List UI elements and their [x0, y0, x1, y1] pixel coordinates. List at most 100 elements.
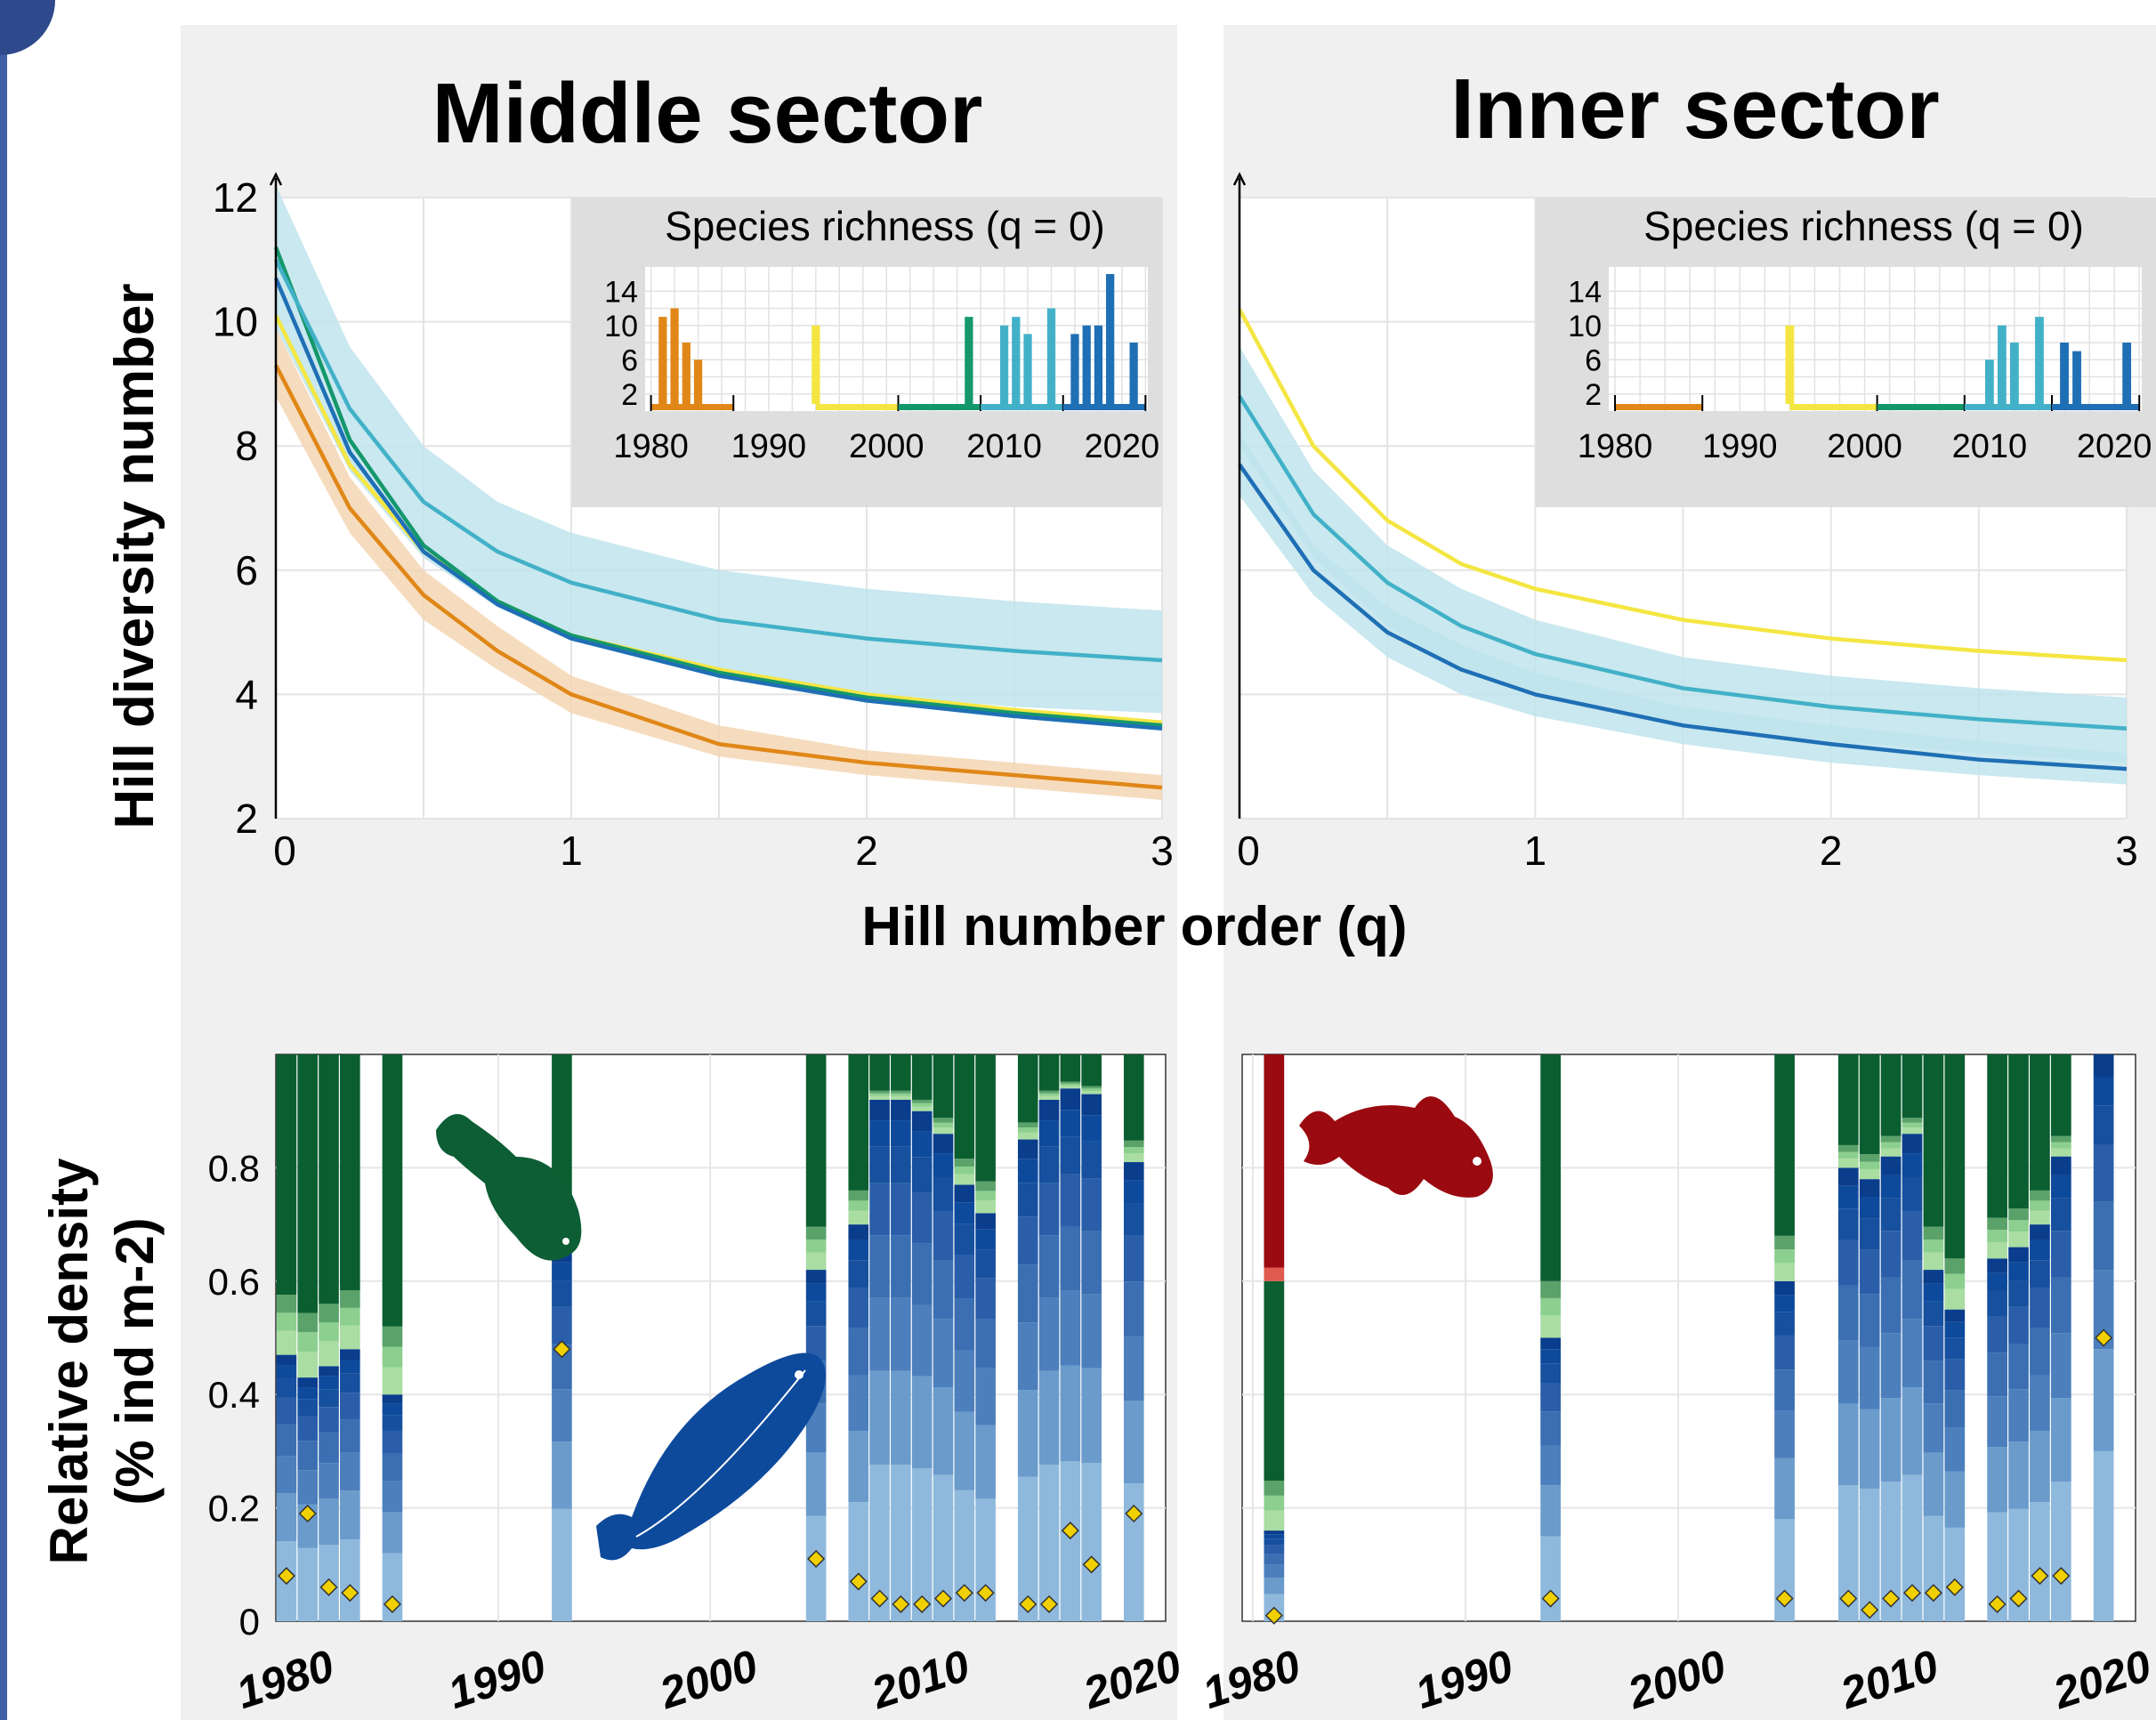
stack-segment-blue: [1038, 1297, 1060, 1371]
stack-segment-blue: [911, 1192, 933, 1244]
stack-segment-blue: [276, 1397, 297, 1425]
inset-bar: [693, 359, 703, 404]
stack-segment-blue: [869, 1099, 890, 1121]
stack-segment-green: [805, 1240, 827, 1253]
inset-y-tick: 10: [1568, 310, 1602, 343]
stack-segment-green: [1081, 1086, 1102, 1089]
inset-y-tick: 6: [1585, 343, 1602, 377]
inset-bar: [2010, 343, 2019, 404]
stack-segment-green: [1837, 1159, 1859, 1168]
stack-segment-blue: [933, 1177, 954, 1212]
stack-segment-blue: [1017, 1216, 1038, 1265]
stack-segment-blue: [1902, 1319, 1923, 1388]
stack-segment-green: [382, 1054, 403, 1327]
stack-segment-blue: [1123, 1203, 1144, 1236]
stack-segment-green: [975, 1054, 996, 1182]
inner-sector-title: Inner sector: [1450, 61, 1940, 157]
stack-segment-green: [1038, 1093, 1060, 1096]
series-line-p2020: [273, 277, 1163, 731]
stack-segment-blue: [1540, 1383, 1561, 1412]
stack-segment-green: [1902, 1122, 1923, 1128]
x-tick-label: 0: [1237, 828, 1260, 874]
stack-segment-blue: [1859, 1294, 1880, 1347]
stack-segment-green: [954, 1166, 975, 1175]
inset-bar: [1012, 317, 1021, 404]
stack-segment-blue: [848, 1328, 869, 1376]
stack-segment-blue: [1060, 1088, 1081, 1110]
stack-segment-blue: [1540, 1536, 1561, 1621]
stack-segment-green: [2030, 1054, 2050, 1191]
stack-segment-blue: [1081, 1294, 1102, 1369]
stack-segment-green: [1123, 1054, 1144, 1141]
stack-segment-green: [2008, 1208, 2029, 1221]
roach-red-icon: [1299, 1096, 1493, 1198]
inset-x-tick: 2000: [849, 428, 925, 465]
stack-segment-green: [2008, 1220, 2029, 1232]
stack-segment-green: [933, 1122, 954, 1128]
density-marker: [319, 1578, 338, 1596]
stack-segment-blue: [848, 1430, 869, 1503]
stack-segment-blue: [1038, 1146, 1060, 1183]
stack-segment-blue: [1038, 1120, 1060, 1147]
inset-x-tick: 2020: [1085, 428, 1160, 465]
inset-bar: [1129, 343, 1138, 404]
stack-segment-blue: [848, 1288, 869, 1328]
density-marker: [1541, 1589, 1560, 1608]
stack-segment-green: [954, 1174, 975, 1185]
stack-segment-blue: [1081, 1094, 1102, 1116]
series-line-p2020: [1238, 463, 2128, 771]
stack-segment-blue: [2093, 1450, 2114, 1621]
stack-segment-green: [891, 1093, 911, 1096]
stack-segment-blue: [954, 1202, 975, 1224]
stack-segment-green: [1540, 1297, 1561, 1316]
stack-segment-blue: [1923, 1283, 1944, 1302]
stack-segment-blue: [869, 1120, 890, 1147]
inset-bar: [999, 325, 1009, 404]
stack-segment-blue: [1264, 1578, 1285, 1595]
density-marker: [277, 1566, 295, 1586]
stack-segment-blue: [1081, 1368, 1102, 1464]
x-tick-label: 3: [1151, 828, 1174, 874]
stack-segment-green: [1123, 1140, 1144, 1148]
stack-segment-blue: [1837, 1208, 1859, 1240]
stack-segment-green: [1060, 1083, 1081, 1086]
density-marker: [1988, 1595, 2007, 1613]
stack-segment-blue: [1264, 1564, 1285, 1579]
stack-segment-blue: [891, 1297, 911, 1371]
density-marker: [976, 1584, 995, 1603]
stack-segment-blue: [319, 1463, 339, 1499]
stack-segment-green: [276, 1312, 297, 1331]
stack-segment-green: [891, 1095, 911, 1100]
stack-segment-blue: [1944, 1471, 1966, 1528]
stack-segment-blue: [319, 1366, 339, 1377]
stack-segment-blue: [1123, 1401, 1144, 1484]
stack-segment-green: [911, 1054, 933, 1100]
stack-segment-blue: [954, 1254, 975, 1299]
stack-segment-green: [1859, 1168, 1880, 1180]
stack-segment-green: [1264, 1280, 1285, 1482]
series-line-p1990: [1238, 308, 2128, 663]
stack-segment-blue: [1923, 1326, 1944, 1361]
stack-segment-blue: [869, 1146, 890, 1183]
stack-segment-blue: [891, 1120, 911, 1147]
stack-segment-green: [1540, 1280, 1561, 1298]
inset-y-tick: 2: [621, 378, 638, 412]
stack-segment-blue: [1944, 1321, 1966, 1338]
stack-segment-blue: [297, 1387, 319, 1400]
stack-segment-blue: [1880, 1333, 1902, 1399]
stack-segment-green: [340, 1325, 360, 1350]
series-line-p2000: [273, 246, 1163, 728]
stack-segment-blue: [805, 1326, 827, 1361]
density-marker: [1839, 1589, 1858, 1608]
middle-sector-title: Middle sector: [432, 66, 983, 161]
stack-segment-green: [2050, 1148, 2071, 1157]
stack-segment-green: [552, 1054, 572, 1209]
y-tick-label: 0.2: [208, 1488, 260, 1530]
inset-bar: [682, 343, 690, 404]
inset-period-bar: [650, 404, 734, 410]
stack-segment-blue: [552, 1389, 572, 1442]
stack-segment-green: [1859, 1154, 1880, 1162]
stack-segment-blue: [2030, 1260, 2050, 1288]
stack-segment-blue: [848, 1224, 869, 1240]
stack-segment-blue: [869, 1235, 890, 1298]
